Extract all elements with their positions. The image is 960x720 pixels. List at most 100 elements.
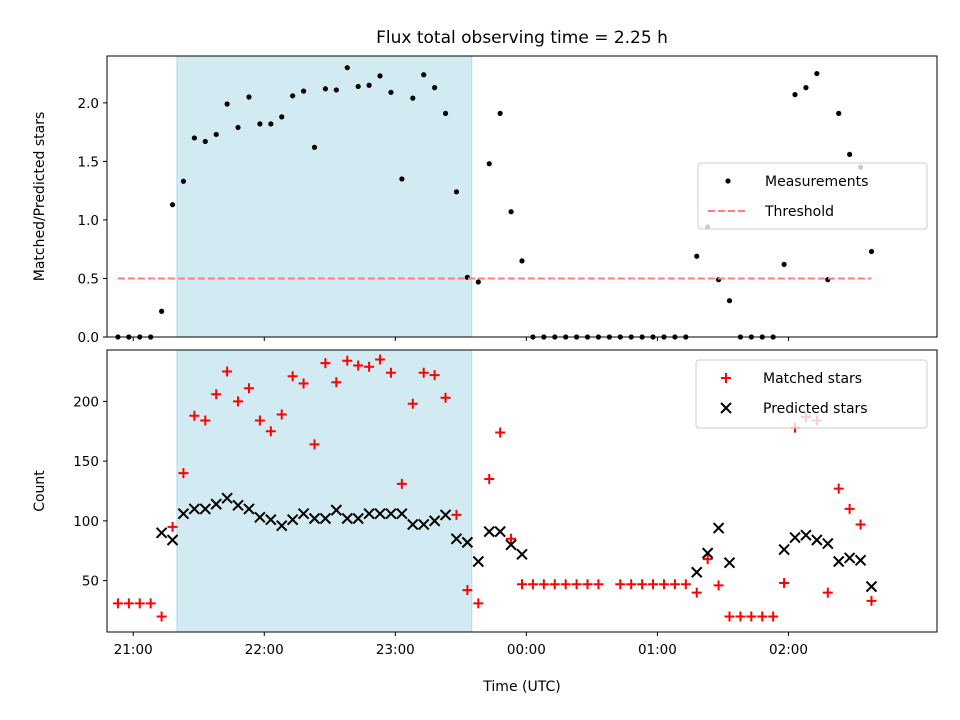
x-tick-label: 02:00 <box>769 642 808 658</box>
measurements-point <box>224 101 230 107</box>
top-legend-box <box>697 162 928 230</box>
matched-stars-point <box>615 579 626 590</box>
bottom-y-tick-label: 150 <box>73 454 99 470</box>
measurements-point <box>169 202 176 208</box>
measurements-point <box>213 131 219 138</box>
bottom-axes-frame <box>106 349 938 633</box>
matched-stars-point <box>506 533 517 544</box>
matched-stars-point <box>855 519 866 530</box>
predicted-stars-point <box>505 539 517 551</box>
predicted-stars-point <box>232 499 244 512</box>
measurements-point <box>410 95 416 101</box>
predicted-stars-point <box>701 547 714 559</box>
predicted-stars-point <box>789 531 801 544</box>
matched-stars-legend-label: Matched stars <box>763 371 862 387</box>
predicted-stars-point <box>418 518 430 531</box>
matched-stars-point <box>331 377 342 388</box>
measurements-point <box>202 138 208 145</box>
matched-stars-point <box>200 415 211 426</box>
predicted-stars-point <box>319 512 332 525</box>
top-panel: 0.0 0.5 1.0 1.5 2.0 Matched/Predicted stars Fl… <box>32 28 938 346</box>
predicted-stars-point <box>472 555 485 568</box>
threshold-legend-label: Threshold <box>764 204 834 220</box>
measurements-point <box>792 92 798 98</box>
measurements-point <box>868 248 875 255</box>
top-y-tick-label: 0.5 <box>78 271 99 287</box>
matched-stars-point <box>582 579 593 590</box>
measurements-point <box>191 135 197 141</box>
measurements-point <box>344 65 350 71</box>
top-highlight-span <box>176 55 473 338</box>
measurements-point <box>290 93 296 99</box>
measurements-point <box>180 178 187 184</box>
measurements-point <box>377 73 383 79</box>
matched-stars-point <box>145 598 156 609</box>
x-tick-label: 00:00 <box>507 642 546 658</box>
bottom-y-tick-label: 50 <box>82 574 99 590</box>
predicted-stars-point <box>723 556 736 569</box>
matched-stars-point <box>538 579 549 590</box>
matched-stars-point <box>243 383 254 394</box>
predicted-stars-point <box>221 492 233 504</box>
predicted-stars-point <box>210 498 222 510</box>
measurements-point <box>421 72 427 78</box>
matched-stars-point <box>702 554 713 565</box>
matched-stars-point <box>298 378 309 389</box>
predicted-stars-point <box>374 507 386 520</box>
predicted-stars-point <box>516 548 528 561</box>
predicted-stars-point <box>483 525 495 538</box>
predicted-stars-point <box>822 537 834 550</box>
measurements-point <box>257 121 263 127</box>
measurements-point <box>333 87 339 93</box>
top-y-tick-label: 0.0 <box>78 330 99 346</box>
predicted-stars-point <box>199 503 211 515</box>
matched-stars-point <box>265 426 276 437</box>
predicted-stars-point <box>155 527 168 539</box>
top-axes-frame <box>106 55 938 338</box>
matched-stars-point <box>779 578 790 589</box>
predicted-stars-point <box>297 507 310 520</box>
matched-stars-point <box>189 410 200 421</box>
matched-stars-point <box>407 398 418 409</box>
matched-stars-point <box>844 503 855 514</box>
matched-stars-point <box>637 579 648 590</box>
matched-stars-point <box>822 587 833 598</box>
matched-stars-point <box>648 579 659 590</box>
matched-stars-point <box>429 370 440 381</box>
matched-stars-point <box>473 598 484 609</box>
measurements-point <box>475 279 481 285</box>
matched-stars-point <box>167 521 178 532</box>
measurements-point <box>519 258 525 264</box>
measurements-point <box>399 176 405 182</box>
matched-stars-point <box>451 509 462 520</box>
matched-stars-point <box>233 396 244 407</box>
matched-stars-point <box>112 598 123 609</box>
matched-stars-point <box>713 580 724 591</box>
predicted-stars-point <box>833 555 845 568</box>
matched-stars-point <box>680 579 691 590</box>
measurements-point <box>486 161 492 167</box>
measurements-point <box>781 261 787 268</box>
measurements-point <box>388 89 394 95</box>
matched-stars-point <box>757 611 768 622</box>
matched-stars-point <box>669 579 680 590</box>
matched-stars-point <box>527 579 538 590</box>
matched-stars-point <box>353 360 364 371</box>
matched-stars-point <box>211 389 222 400</box>
predicted-stars-point <box>265 513 277 526</box>
predicted-stars-point <box>428 515 441 527</box>
measurements-point <box>300 88 307 94</box>
matched-stars-point <box>156 611 167 622</box>
matched-stars-point <box>560 579 571 590</box>
matched-stars-point <box>342 355 353 366</box>
predicted-stars-point <box>439 509 452 521</box>
measurements-point <box>279 114 285 120</box>
measurements-point <box>453 189 460 195</box>
bottom-legend-box <box>695 359 928 429</box>
measurements-point <box>442 110 449 116</box>
measurements-point <box>803 85 809 91</box>
x-tick-label: 23:00 <box>376 642 415 658</box>
top-y-tick-label: 1.5 <box>78 154 99 170</box>
matched-stars-point <box>396 478 407 489</box>
